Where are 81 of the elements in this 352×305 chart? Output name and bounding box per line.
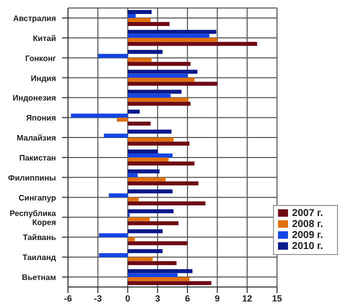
y-tick-label: Индия <box>30 74 56 83</box>
bar <box>128 257 153 262</box>
bar <box>128 189 173 194</box>
bar <box>128 154 173 158</box>
bar <box>128 201 206 206</box>
bar <box>128 14 136 18</box>
bar <box>128 277 190 282</box>
y-tick-label: Малайзия <box>16 134 56 143</box>
bar <box>128 18 151 22</box>
bar <box>116 118 128 122</box>
bar <box>128 70 198 74</box>
bar <box>128 78 194 82</box>
bar <box>128 221 178 226</box>
legend-label: 2007 г. <box>292 208 323 219</box>
bar <box>128 181 198 186</box>
y-tick-label: Сингапур <box>18 193 56 202</box>
bar <box>128 142 190 146</box>
x-tick-label: 12 <box>242 293 252 304</box>
bar <box>128 281 212 286</box>
bar <box>128 177 166 182</box>
bar <box>128 98 188 102</box>
y-tick-label: Республика Корея <box>10 208 57 227</box>
bar <box>128 229 163 234</box>
y-tick-label: Индонезия <box>12 94 56 103</box>
bar <box>98 233 128 238</box>
legend-label: 2008 г. <box>292 219 323 230</box>
y-tick-label: Китай <box>32 34 56 43</box>
y-tick-label: Пакистан <box>19 153 56 162</box>
x-tick-label: -3 <box>94 293 102 304</box>
bar <box>128 90 182 94</box>
bar <box>128 197 139 202</box>
y-tick-label: Япония <box>26 114 56 123</box>
bar <box>128 38 218 42</box>
bar <box>128 58 152 62</box>
x-tick-label: -6 <box>64 293 72 304</box>
x-tick-label: 15 <box>272 293 282 304</box>
legend-label: 2010 г. <box>292 241 323 252</box>
bar <box>128 82 218 86</box>
y-tick-label: Тайвань <box>22 233 56 242</box>
bar <box>128 273 178 278</box>
bar <box>128 110 140 114</box>
bar <box>128 169 160 174</box>
bar <box>128 50 163 54</box>
x-tick-label: 0 <box>125 293 130 304</box>
bar <box>128 138 174 142</box>
y-tick-label: Гонконг <box>25 54 57 63</box>
x-tick-label: 6 <box>184 293 190 304</box>
y-tick-label: Таиланд <box>22 253 56 262</box>
bar <box>128 30 216 34</box>
bar <box>128 209 174 214</box>
bar <box>128 122 151 126</box>
bar <box>98 253 128 258</box>
bar <box>128 158 169 162</box>
bar <box>128 10 152 14</box>
y-tick-label: Австралия <box>13 14 56 23</box>
bar <box>128 241 188 246</box>
x-tick-label: 9 <box>214 293 220 304</box>
bar <box>128 74 188 78</box>
bar <box>128 249 163 254</box>
bar <box>108 193 128 198</box>
bar <box>128 217 150 222</box>
bar <box>98 54 128 58</box>
bar <box>128 261 176 266</box>
bar <box>128 237 135 242</box>
bar <box>128 130 172 134</box>
x-tick-label: 3 <box>155 293 160 304</box>
bar <box>128 62 190 66</box>
bar <box>128 269 192 274</box>
bar <box>128 173 138 178</box>
bar <box>128 94 171 98</box>
bar <box>128 162 194 166</box>
bar <box>128 102 190 106</box>
y-tick-label: Вьетнам <box>22 273 56 282</box>
bar <box>128 22 170 26</box>
y-tick-label: Филиппины <box>8 173 56 182</box>
bar <box>104 134 128 138</box>
bar <box>128 42 258 46</box>
legend-label: 2009 г. <box>292 230 323 241</box>
bar <box>128 34 210 38</box>
bar <box>128 150 158 154</box>
bar <box>70 114 128 118</box>
